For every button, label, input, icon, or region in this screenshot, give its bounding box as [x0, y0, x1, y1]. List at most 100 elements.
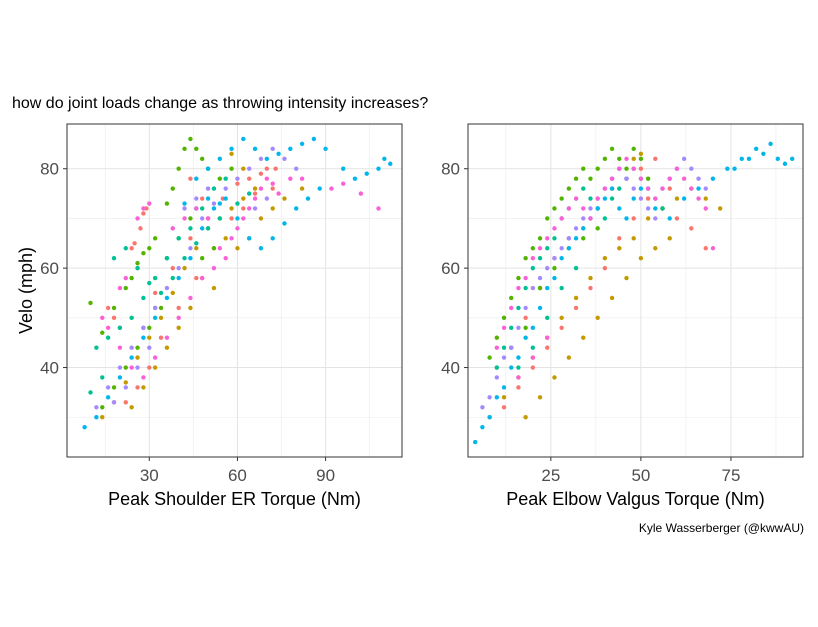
data-point [681, 196, 687, 201]
data-point [270, 146, 275, 152]
data-point [294, 206, 299, 211]
y-tick-label: 60 [40, 259, 59, 278]
data-point [199, 226, 205, 231]
data-point [674, 216, 680, 221]
data-point [147, 201, 152, 206]
data-point [545, 246, 550, 251]
data-point [645, 196, 651, 201]
data-point [152, 365, 158, 370]
data-point [602, 186, 608, 191]
plot-border [467, 123, 804, 458]
data-point [147, 365, 152, 370]
panel-shoulder-er: 30 60 90 40 60 80 Peak Shoulder ER Torque (Nm… [16, 123, 403, 509]
data-point [516, 355, 521, 360]
data-point [241, 206, 246, 211]
axis-ticks: 25 50 75 40 60 80 [441, 160, 740, 485]
data-point [258, 156, 264, 161]
data-point [211, 186, 217, 191]
data-point [358, 191, 364, 196]
data-point [100, 375, 105, 380]
data-point [229, 146, 234, 152]
data-point [105, 305, 111, 311]
data-point [100, 330, 105, 335]
data-point [199, 156, 205, 161]
data-point [299, 186, 305, 191]
data-point [147, 345, 152, 350]
data-point [317, 186, 322, 191]
data-point [501, 355, 507, 360]
data-point [147, 246, 152, 251]
data-point [487, 415, 492, 420]
data-point [638, 151, 644, 157]
data-point [223, 236, 228, 241]
data-point [732, 166, 737, 171]
data-point [710, 176, 716, 181]
data-point [235, 181, 240, 186]
data-point [388, 161, 393, 166]
data-point [258, 216, 264, 221]
data-point [537, 246, 543, 251]
data-point [523, 415, 528, 420]
data-point [229, 216, 234, 221]
data-point [638, 176, 644, 181]
data-point [158, 335, 164, 340]
data-point [352, 176, 358, 181]
data-point [176, 315, 181, 321]
data-point [537, 395, 543, 400]
data-point [273, 166, 278, 171]
data-point [559, 246, 564, 251]
data-point [566, 246, 572, 251]
data-point [270, 206, 275, 211]
data-point [105, 325, 111, 330]
data-point [170, 226, 175, 231]
data-point [164, 201, 170, 206]
data-point [117, 325, 123, 330]
data-point [689, 186, 694, 191]
data-point [703, 246, 708, 251]
data-point [523, 275, 528, 281]
data-point [789, 156, 795, 161]
data-point [545, 315, 550, 321]
data-point [94, 415, 99, 420]
data-point [739, 156, 744, 161]
data-point [501, 395, 507, 400]
data-point [545, 335, 550, 340]
data-point [696, 196, 701, 201]
data-point [530, 345, 536, 350]
data-point [681, 176, 687, 181]
data-point [88, 390, 93, 395]
data-point [775, 156, 780, 161]
data-point [530, 355, 536, 360]
data-point [494, 395, 500, 400]
data-point [667, 236, 672, 241]
data-point [132, 241, 137, 246]
data-point [667, 176, 672, 181]
data-point [617, 156, 622, 161]
data-point [141, 375, 146, 380]
data-point [530, 365, 536, 370]
data-point [188, 255, 193, 261]
data-point [158, 290, 164, 296]
data-point [135, 260, 140, 266]
data-point [188, 226, 193, 231]
data-point [182, 201, 187, 206]
data-point [111, 385, 117, 390]
data-point [235, 176, 240, 181]
data-point [194, 146, 199, 152]
data-point [135, 216, 140, 221]
data-point [573, 265, 579, 271]
y-tick-label: 80 [40, 160, 59, 179]
data-point [552, 255, 557, 261]
data-point [689, 166, 694, 171]
data-point [609, 295, 615, 301]
data-point [176, 265, 181, 271]
data-point [559, 325, 564, 330]
data-point [573, 295, 579, 301]
data-point [170, 275, 175, 281]
data-point [152, 315, 158, 321]
data-point [135, 385, 140, 390]
data-point [252, 186, 258, 191]
data-point [199, 216, 205, 221]
data-point [94, 405, 99, 410]
data-point [288, 176, 293, 181]
